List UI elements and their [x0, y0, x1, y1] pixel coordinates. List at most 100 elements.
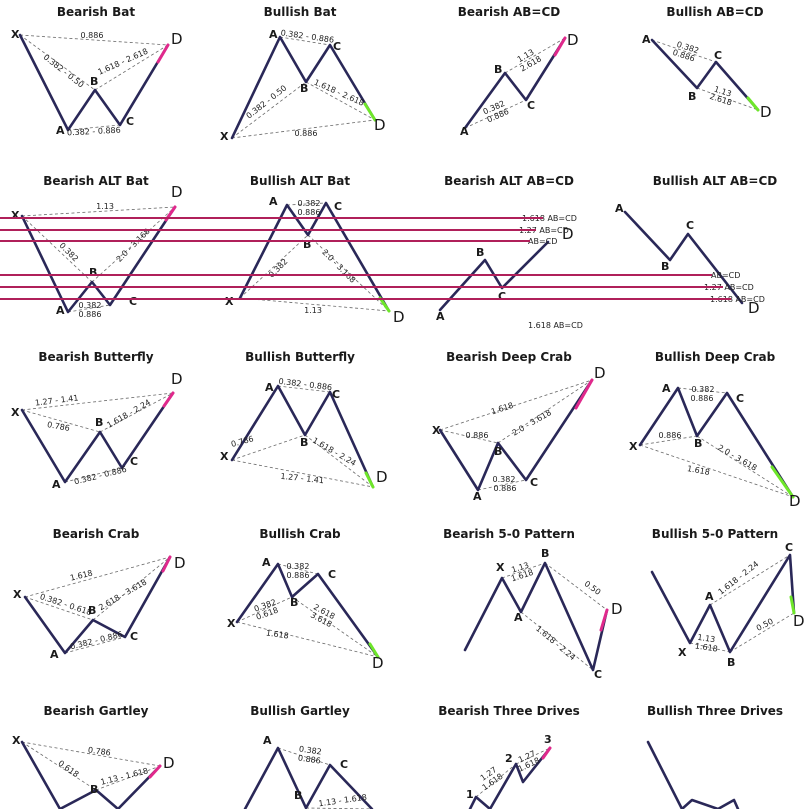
- point-label-a: A: [56, 124, 65, 137]
- fib-ratio-label: 0.786: [87, 745, 111, 757]
- point-label-b: B: [494, 445, 502, 458]
- dashed-ratio-line: [689, 642, 731, 653]
- dashed-ratio-line: [21, 409, 101, 433]
- point-label-d: D: [174, 554, 186, 572]
- point-label-b: B: [95, 416, 103, 429]
- point-label-b: B: [476, 246, 484, 259]
- fib-ratio-label: 0.886: [287, 571, 310, 580]
- point-label-b: B: [300, 82, 308, 95]
- point-label-d: D: [793, 612, 805, 630]
- fib-ratio-label: 0.786: [46, 420, 70, 433]
- fib-ratio-label: 0.382 - 0.50: [42, 52, 86, 89]
- fib-ratio-label: 0.886: [494, 484, 517, 493]
- point-label-c: C: [129, 295, 137, 308]
- price-leg-line: [18, 33, 170, 132]
- point-label-c: C: [333, 40, 341, 53]
- completion-zone-segment: [363, 102, 377, 122]
- pattern-panels: 0.886 0.382 - 0.50 1.618 - 2.618 0.382 - 0.…: [0, 28, 805, 809]
- point-label-d: D: [594, 364, 606, 382]
- fib-extension-label: 1.618 AB=CD: [522, 214, 577, 223]
- fib-ratio-label: 1.618: [490, 401, 515, 417]
- dashed-ratio-line: [239, 297, 390, 312]
- title-bullish-5-0-pattern: Bullish 5-0 Pattern: [652, 527, 778, 541]
- fib-ratio-label: 0.886: [297, 753, 321, 765]
- point-label-x: X: [227, 617, 236, 630]
- point-label-b: B: [303, 238, 311, 251]
- title-bearish-5-0-pattern: Bearish 5-0 Pattern: [443, 527, 575, 541]
- completion-zone-segment: [162, 391, 175, 408]
- point-label-d: D: [789, 492, 801, 510]
- point-label-b: B: [294, 789, 302, 802]
- dashed-ratio-line: [544, 562, 608, 611]
- point-label-d: D: [376, 468, 388, 486]
- dashed-ratio-line: [651, 39, 717, 63]
- pattern-titles: Bearish Bat Bullish Bat Bearish AB=CD Bulli…: [38, 5, 783, 718]
- dashed-ratio-line: [239, 234, 309, 299]
- point-label-c: C: [332, 388, 340, 401]
- fib-extension-label: AB=CD: [711, 271, 740, 280]
- point-label-c: C: [736, 392, 744, 405]
- point-label-c: C: [130, 630, 138, 643]
- dashed-ratio-line: [439, 379, 593, 431]
- point-label-1: 1: [466, 788, 474, 801]
- fib-ratio-label: 0.886: [81, 31, 104, 40]
- fib-ratio-label: 1.618: [694, 641, 718, 653]
- point-label-b: B: [694, 437, 702, 450]
- point-label-x: X: [220, 450, 229, 463]
- price-leg-line: [463, 36, 567, 130]
- point-label-2: 2: [505, 752, 513, 765]
- point-label-x: X: [432, 424, 441, 437]
- point-label-a: A: [52, 478, 61, 491]
- fib-ratio-label: 1.618 - 2.24: [105, 398, 152, 430]
- fib-ratio-label: 1.13 - 1.618: [318, 793, 367, 809]
- fib-extension-label: AB=CD: [528, 237, 557, 246]
- point-label-d: D: [374, 116, 386, 134]
- fib-extension-label: 1.27 AB=CD: [519, 226, 569, 235]
- fib-ratio-label: 0.382: [692, 385, 715, 394]
- fib-ratio-label: 1.618 - 2.24: [534, 624, 577, 662]
- fib-ratio-label: 2.0 - 3.618: [511, 408, 553, 438]
- dashed-ratio-line: [439, 429, 499, 444]
- panel-bullish-alt-ab-cd: A B C D AB=CD 1.27 AB=CD 1.618 AB=CD: [0, 202, 765, 317]
- point-label-3: 3: [544, 733, 552, 746]
- point-label-a: A: [262, 556, 271, 569]
- fib-ratio-label: 0.382: [493, 475, 516, 484]
- dashed-ratio-line: [21, 206, 176, 217]
- fib-ratio-label: 1.618 - 2.618: [97, 47, 150, 77]
- point-label-a: A: [460, 125, 469, 138]
- price-leg-line: [650, 553, 796, 654]
- point-label-b: B: [90, 783, 98, 796]
- fib-ratio-label: 0.382 - 0.886: [280, 28, 335, 44]
- completion-zone-segment: [364, 471, 375, 489]
- dashed-ratio-line: [286, 202, 327, 206]
- fib-ratio-label: 2.0 - 3.168: [320, 248, 357, 285]
- fib-ratio-label: 1.13: [304, 306, 322, 315]
- fib-ratio-label: 0.382: [79, 301, 102, 310]
- point-label-a: A: [269, 195, 278, 208]
- point-label-c: C: [126, 115, 134, 128]
- fib-ratio-label: 1.618: [265, 628, 289, 640]
- point-label-a: A: [50, 648, 59, 661]
- dashed-ratio-line: [639, 444, 794, 498]
- price-leg-line: [646, 740, 740, 809]
- dashed-ratio-line: [92, 556, 171, 621]
- fib-ratio-label: 1.618: [69, 568, 93, 582]
- point-label-a: A: [269, 28, 278, 41]
- point-label-b: B: [541, 547, 549, 560]
- point-label-c: C: [686, 219, 694, 232]
- price-leg-line: [463, 561, 609, 672]
- title-bullish-deep-crab: Bullish Deep Crab: [655, 350, 776, 364]
- completion-zone-segment: [368, 642, 380, 659]
- dashed-ratio-line: [277, 563, 319, 575]
- point-label-c: C: [785, 541, 793, 554]
- point-label-a: A: [56, 304, 65, 317]
- dashed-ratio-line: [236, 621, 379, 658]
- dashed-ratio-line: [504, 37, 566, 74]
- point-label-c: C: [714, 49, 722, 62]
- price-leg-line: [650, 38, 760, 112]
- price-leg-line: [638, 386, 795, 499]
